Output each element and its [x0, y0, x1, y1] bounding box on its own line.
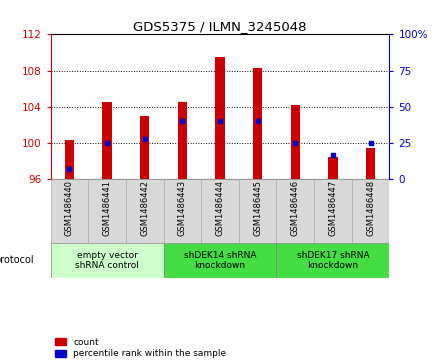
- Bar: [253, 68, 262, 179]
- Text: GSM1486442: GSM1486442: [140, 180, 149, 236]
- Point: [103, 140, 110, 146]
- Bar: [51, 179, 88, 243]
- Bar: [178, 102, 187, 179]
- Bar: [290, 105, 300, 179]
- Bar: [103, 102, 112, 179]
- Text: empty vector
shRNA control: empty vector shRNA control: [75, 250, 139, 270]
- Bar: [126, 179, 164, 243]
- Point: [179, 118, 186, 124]
- Bar: [366, 148, 375, 179]
- Title: GDS5375 / ILMN_3245048: GDS5375 / ILMN_3245048: [133, 20, 307, 33]
- Point: [66, 166, 73, 172]
- Text: GSM1486441: GSM1486441: [103, 180, 112, 236]
- Bar: [314, 179, 352, 243]
- Legend: count, percentile rank within the sample: count, percentile rank within the sample: [55, 338, 226, 359]
- Bar: [215, 57, 225, 179]
- Bar: [164, 243, 276, 278]
- Text: protocol: protocol: [0, 255, 34, 265]
- Text: shDEK17 shRNA
knockdown: shDEK17 shRNA knockdown: [297, 250, 369, 270]
- Text: GSM1486448: GSM1486448: [366, 180, 375, 236]
- Point: [330, 152, 337, 158]
- Point: [141, 136, 148, 142]
- Bar: [65, 140, 74, 179]
- Text: shDEK14 shRNA
knockdown: shDEK14 shRNA knockdown: [184, 250, 256, 270]
- Text: GSM1486446: GSM1486446: [291, 180, 300, 236]
- Bar: [276, 179, 314, 243]
- Bar: [88, 179, 126, 243]
- Point: [292, 140, 299, 146]
- Bar: [276, 243, 389, 278]
- Bar: [201, 179, 239, 243]
- Bar: [51, 243, 164, 278]
- Text: GSM1486444: GSM1486444: [216, 180, 224, 236]
- Text: GSM1486447: GSM1486447: [328, 180, 337, 236]
- Text: GSM1486445: GSM1486445: [253, 180, 262, 236]
- Bar: [239, 179, 276, 243]
- Point: [254, 118, 261, 124]
- Bar: [328, 156, 337, 179]
- Bar: [352, 179, 389, 243]
- Bar: [164, 179, 201, 243]
- Point: [216, 118, 224, 124]
- Point: [367, 140, 374, 146]
- Text: GSM1486440: GSM1486440: [65, 180, 74, 236]
- Text: GSM1486443: GSM1486443: [178, 180, 187, 236]
- Bar: [140, 116, 150, 179]
